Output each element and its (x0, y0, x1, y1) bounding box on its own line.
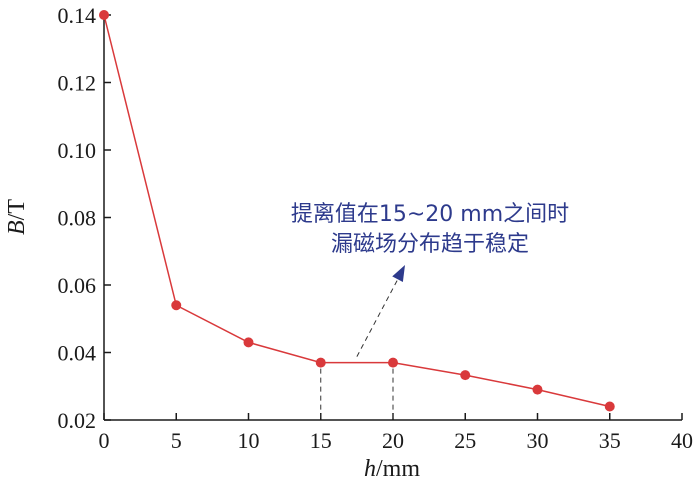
data-point (171, 300, 182, 311)
y-tick-label: 0.06 (58, 273, 97, 298)
annotation-line-1: 提离值在15~20 mm之间时 (291, 202, 569, 227)
x-axis-title: h/mm (364, 456, 420, 482)
y-tick-label: 0.04 (58, 341, 97, 366)
y-axis-title-rest: /T (4, 199, 30, 221)
y-axis-title: B/T (4, 199, 30, 235)
data-point (99, 10, 109, 20)
x-tick-label: 30 (527, 428, 549, 453)
guide-lines (320, 368, 394, 420)
data-point (388, 357, 398, 368)
x-tick-label: 15 (310, 428, 332, 453)
data-point (604, 401, 615, 412)
series-line (103, 14, 610, 408)
x-tick-label: 5 (171, 428, 182, 453)
y-tick-label: 0.14 (58, 3, 97, 28)
annotation-pointer-line (356, 276, 400, 357)
data-point (315, 357, 326, 368)
y-tick-label: 0.10 (58, 138, 97, 163)
x-tick-label: 25 (454, 428, 476, 453)
series (99, 10, 615, 412)
x-axis-title-italic: h (364, 456, 376, 482)
axes: 0 5 10 15 20 25 30 35 40 0.02 0.04 0.06 0.08 0.10 0.12… (58, 3, 694, 453)
x-tick-label: 10 (238, 428, 260, 453)
data-point (532, 384, 543, 395)
y-tick-label: 0.02 (58, 408, 97, 433)
annotation-arrowhead (392, 265, 405, 282)
data-point (243, 337, 254, 348)
annotation-line-2: 漏磁场分布趋于稳定 (331, 232, 529, 257)
x-tick-label: 20 (382, 428, 404, 453)
x-tick-label: 40 (671, 428, 693, 453)
x-tick-label: 0 (99, 428, 110, 453)
x-axis-title-rest: /mm (376, 456, 420, 482)
y-tick-label: 0.08 (58, 206, 97, 231)
y-tick-label: 0.12 (58, 71, 97, 96)
y-axis-title-italic: B (4, 220, 30, 235)
annotation: 提离值在15~20 mm之间时 漏磁场分布趋于稳定 (291, 202, 569, 357)
x-tick-label: 35 (599, 428, 621, 453)
data-point (460, 370, 471, 381)
